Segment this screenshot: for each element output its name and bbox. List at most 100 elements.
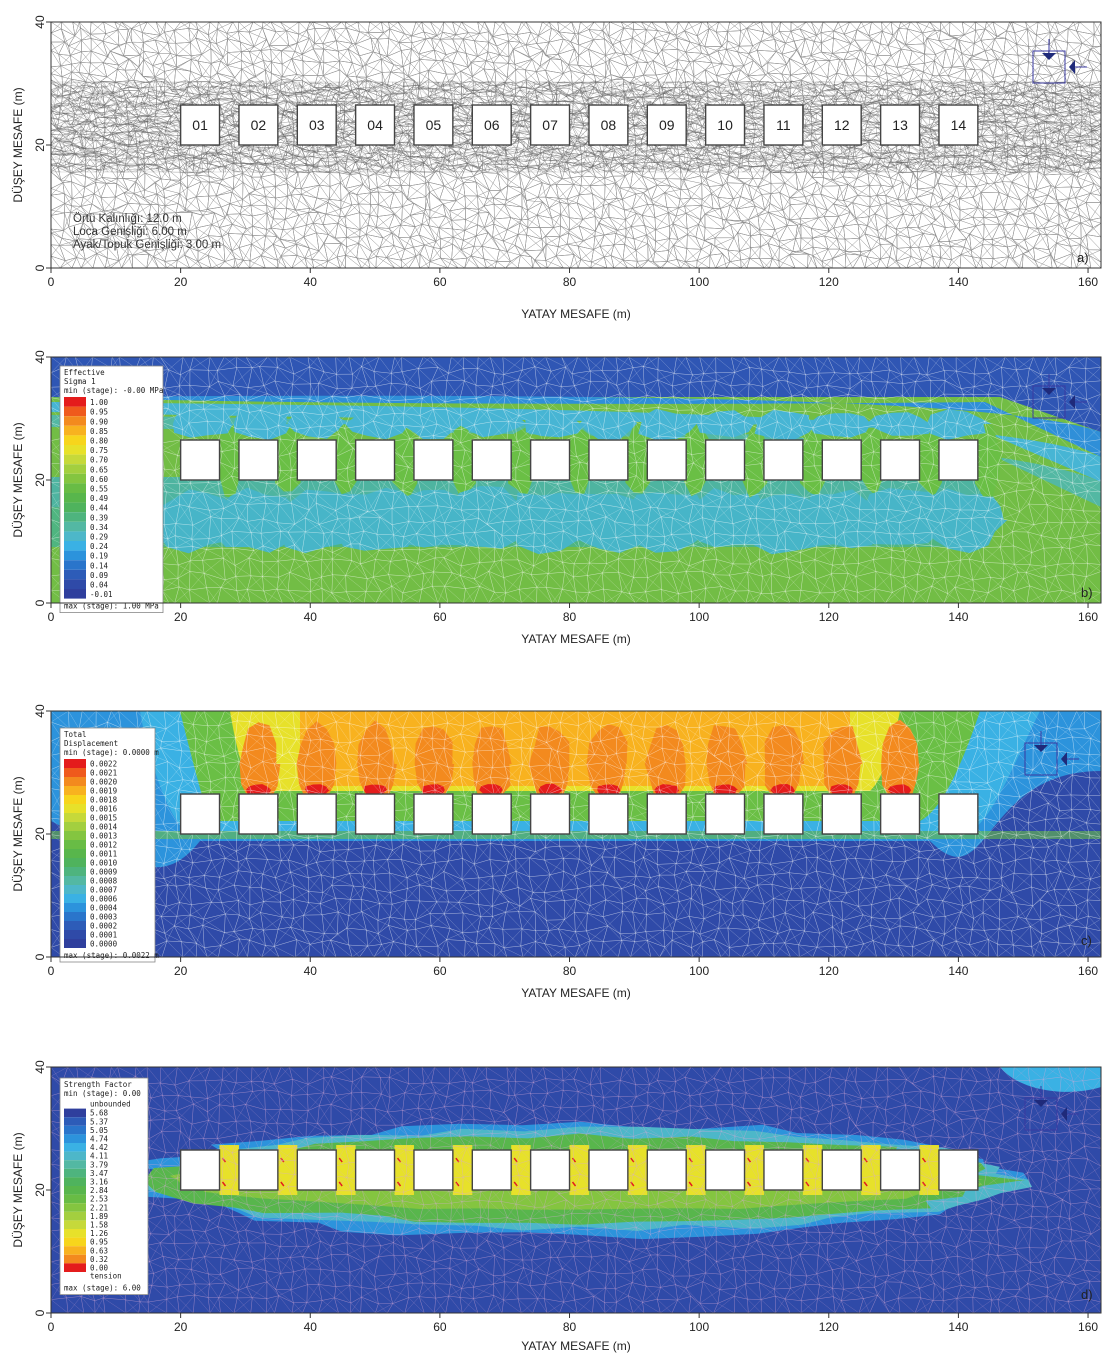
legend-value: 0.70 [90,456,109,465]
legend-min: min (stage): -0.00 MPa [64,386,163,395]
legend-value: 0.95 [90,1238,108,1247]
x-tick-label: 120 [819,964,839,978]
legend-swatch [64,1117,86,1126]
excavation-room [413,793,454,835]
y-tick-label: 0 [33,1309,47,1316]
x-tick-label: 40 [304,1320,318,1334]
x-tick-label: 60 [433,964,447,978]
x-tick-label: 80 [563,1320,577,1334]
legend-value: 0.75 [90,446,108,455]
x-axis-label: YATAY MESAFE (m) [521,986,631,1000]
excavation-room [763,104,804,146]
legend-value: 0.19 [90,552,108,561]
legend-value: 0.0006 [90,895,118,904]
legend-value: 1.58 [90,1221,109,1230]
legend-swatch [64,1263,86,1272]
legend-value: 0.29 [90,533,108,542]
legend-swatch [64,840,86,849]
legend-swatch [64,1108,86,1118]
legend-value: 3.47 [90,1169,108,1178]
legend-max: max (stage): 1.00 MPa [64,602,159,611]
legend-swatch [64,512,86,522]
arrow-down-head-icon [1042,388,1056,395]
legend-swatch [64,1151,86,1161]
y-tick-label: 40 [33,1060,47,1074]
legend-swatch [64,560,86,570]
legend-swatch [64,521,86,532]
legend-value: 0.0022 [90,760,117,769]
excavation-room [879,1149,921,1191]
x-tick-label: 0 [48,964,55,978]
model-note: Ayak/Topuk Genişliği: 3.00 m [73,239,221,251]
x-tick-label: 80 [563,275,577,289]
legend-value: 5.05 [90,1126,108,1135]
excavation-room [879,439,921,481]
legend-value: 0.0014 [90,823,118,832]
legend-swatch [64,425,86,436]
legend-value: 0.39 [90,513,108,522]
legend-value: 0.0012 [90,841,117,850]
x-tick-label: 40 [304,275,318,289]
legend-swatch [64,912,86,921]
excavation-room [179,793,221,835]
legend-swatch [64,885,86,894]
legend-swatch [64,1211,86,1221]
legend-value: 0.85 [90,427,108,436]
room-label: 09 [659,117,675,133]
room-label: 10 [717,117,733,133]
legend-value: 0.49 [90,494,108,503]
excavation-room [296,104,337,146]
panel-letter: a) [1077,250,1089,265]
legend-title: Sigma 1 [64,377,96,386]
arrow-left-head-icon [1061,1107,1067,1121]
model-note: Örtü Kalınlığı: 12.0 m [73,213,182,225]
x-tick-label: 40 [304,964,318,978]
legend-swatch [64,1246,86,1255]
legend-value: 0.60 [90,475,109,484]
excavation-room [529,793,571,835]
legend-value: 3.16 [90,1178,109,1187]
y-tick-label: 40 [33,704,47,718]
excavation-room [704,1149,746,1191]
excavation-room [529,104,571,146]
panel-letter: b) [1081,585,1093,600]
legend-min: min (stage): 0.00 [64,1089,141,1098]
legend-value: 0.0010 [90,859,118,868]
room-label: 14 [951,117,967,133]
legend-swatch [64,831,86,840]
legend-swatch [64,569,86,580]
legend-swatch [64,1229,86,1238]
legend-swatch [64,786,86,795]
legend-value: -0.01 [90,590,113,599]
legend-swatch [64,858,86,867]
panel-letter: d) [1081,1287,1093,1302]
legend-value: 0.0015 [90,814,117,823]
legend-swatch [64,930,86,939]
room-label: 07 [542,117,558,133]
legend-swatch [64,550,86,561]
legend-value: 1.26 [90,1229,109,1238]
x-axis-label: YATAY MESAFE (m) [521,1339,631,1353]
legend-title: Effective [64,368,105,377]
legend-swatch [64,454,86,465]
legend-swatch [64,1194,86,1204]
legend-value: 0.0016 [90,805,118,814]
legend-swatch [64,1237,86,1247]
legend-value: 1.00 [90,398,109,407]
legend-swatch [64,579,86,589]
excavation-room [413,104,454,146]
legend-swatch [64,1186,86,1195]
legend-swatch [64,493,86,503]
legend-title: Strength Factor [64,1080,132,1089]
y-axis-label: DÜŞEY MESAFE (m) [11,87,25,202]
legend-swatch [64,795,86,804]
room-label: 08 [601,117,617,133]
legend-value: 0.0018 [90,796,118,805]
model-note: Loca Genişliği: 6.00 m [73,226,187,238]
excavation-room [704,104,746,146]
x-axis-label: YATAY MESAFE (m) [521,307,631,321]
legend-value: 2.53 [90,1195,108,1204]
x-tick-label: 60 [433,1320,447,1334]
legend-value: 4.11 [90,1152,108,1161]
